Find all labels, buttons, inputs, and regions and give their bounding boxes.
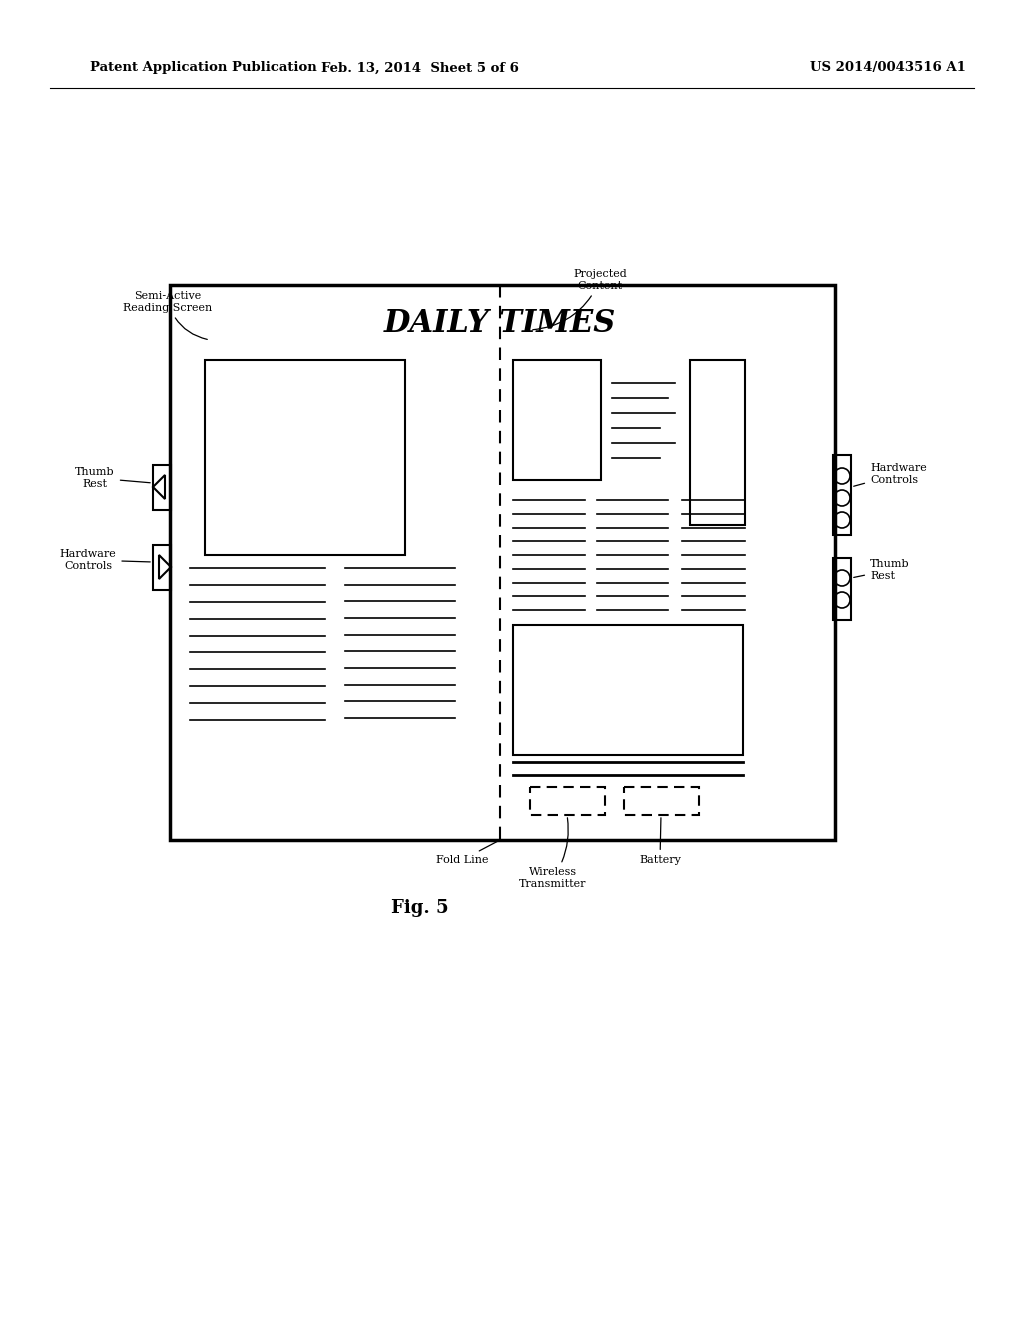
Bar [153,545,171,590]
Bar [833,455,851,535]
Text: Fig. 5: Fig. 5 [391,899,449,917]
Bar [153,465,171,510]
Bar [205,360,406,554]
Text: Wireless
Transmitter: Wireless Transmitter [519,818,587,888]
Bar [530,787,605,814]
Text: Thumb
Rest: Thumb Rest [75,467,151,488]
Bar [513,624,743,755]
Bar [624,787,699,814]
Bar [833,558,851,620]
Bar [513,360,601,480]
Bar [170,285,835,840]
Text: Hardware
Controls: Hardware Controls [59,549,151,570]
Text: Thumb
Rest: Thumb Rest [854,560,909,581]
Text: Semi-Active
Reading Screen: Semi-Active Reading Screen [123,292,213,339]
Bar [690,360,745,525]
Text: Feb. 13, 2014  Sheet 5 of 6: Feb. 13, 2014 Sheet 5 of 6 [322,62,519,74]
Text: Fold Line: Fold Line [436,841,498,865]
Text: Battery: Battery [639,818,681,865]
Text: DAILY TIMES: DAILY TIMES [384,308,616,338]
Text: Hardware
Controls: Hardware Controls [854,463,927,486]
Text: US 2014/0043516 A1: US 2014/0043516 A1 [810,62,966,74]
Text: Projected
Content: Projected Content [532,269,627,330]
Text: Patent Application Publication: Patent Application Publication [90,62,316,74]
